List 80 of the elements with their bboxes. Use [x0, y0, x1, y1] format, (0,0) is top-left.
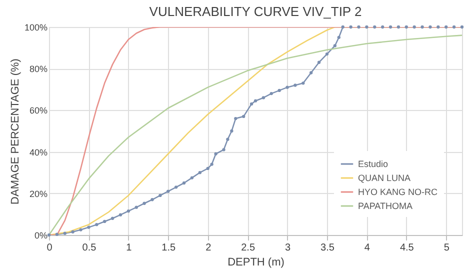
point — [210, 162, 214, 166]
point — [337, 36, 340, 39]
point — [118, 213, 122, 216]
point — [242, 114, 246, 118]
point — [412, 25, 416, 29]
x-tick-label: 2.5 — [241, 242, 256, 254]
point — [182, 181, 186, 185]
point — [428, 25, 432, 29]
point — [444, 25, 448, 29]
point — [134, 206, 138, 209]
point — [55, 232, 59, 236]
point — [214, 152, 218, 156]
point — [436, 25, 440, 29]
y-tick-label: 40% — [29, 147, 48, 158]
point — [254, 99, 258, 102]
point — [234, 116, 238, 120]
y-tick-label: 80% — [29, 64, 48, 74]
point — [226, 138, 230, 141]
point — [174, 186, 178, 189]
point — [87, 226, 90, 229]
point — [365, 25, 368, 29]
legend-label: QUAN LUNA — [358, 173, 411, 183]
point — [380, 25, 384, 29]
point — [222, 148, 226, 152]
point — [310, 71, 313, 74]
x-tick-label: 1 — [126, 242, 132, 254]
point — [190, 176, 194, 180]
point — [206, 166, 210, 170]
point — [158, 194, 162, 198]
legend-label: PAPATHOMA — [358, 201, 413, 211]
point — [333, 44, 337, 48]
point — [262, 96, 266, 100]
y-tick-label: 60% — [29, 106, 48, 116]
x-tick-label: 3 — [284, 242, 291, 254]
x-tick-label: 2 — [206, 242, 212, 254]
point — [302, 82, 305, 85]
point — [452, 25, 456, 29]
point — [95, 223, 98, 226]
point — [325, 52, 329, 56]
y-tick-label: 100% — [24, 22, 48, 32]
y-tick-label: 0% — [34, 230, 48, 240]
point — [286, 86, 289, 89]
legend-label: HYO KANG NO-RC — [358, 187, 438, 197]
point — [150, 198, 154, 202]
point — [230, 129, 234, 133]
chart-title: VULNERABILITY CURVE VIV_TIP 2 — [149, 4, 362, 19]
x-tick-label: 0 — [46, 242, 53, 254]
legend-label: Estudio — [358, 159, 388, 169]
x-tick-label: 0.5 — [82, 242, 97, 254]
x-tick-label: 3.5 — [320, 242, 335, 254]
point — [420, 25, 424, 29]
point — [71, 230, 74, 234]
point — [341, 25, 344, 29]
x-tick-label: 4 — [364, 242, 370, 254]
point — [110, 216, 114, 220]
point — [294, 84, 297, 87]
point — [198, 171, 202, 174]
point — [349, 25, 352, 29]
x-tick-label: 4.5 — [400, 242, 414, 254]
point — [373, 25, 376, 29]
point — [404, 25, 408, 29]
point — [388, 25, 392, 29]
point — [270, 92, 273, 96]
point — [126, 210, 130, 213]
x-tick-label: 5 — [444, 242, 450, 254]
point — [357, 25, 360, 29]
x-axis-title: DEPTH (m) — [228, 256, 284, 268]
point — [63, 232, 66, 235]
y-axis-title: DAMAGE PERCENTAGE (%) — [9, 58, 22, 204]
point — [142, 202, 146, 205]
point — [79, 228, 82, 232]
point — [460, 25, 464, 29]
point — [103, 220, 106, 224]
y-tick-label: 20% — [29, 188, 48, 199]
x-tick-label: 1.5 — [162, 242, 176, 254]
point — [166, 190, 170, 193]
point — [250, 102, 254, 106]
point — [317, 60, 321, 64]
point — [396, 25, 400, 29]
point — [278, 88, 281, 92]
